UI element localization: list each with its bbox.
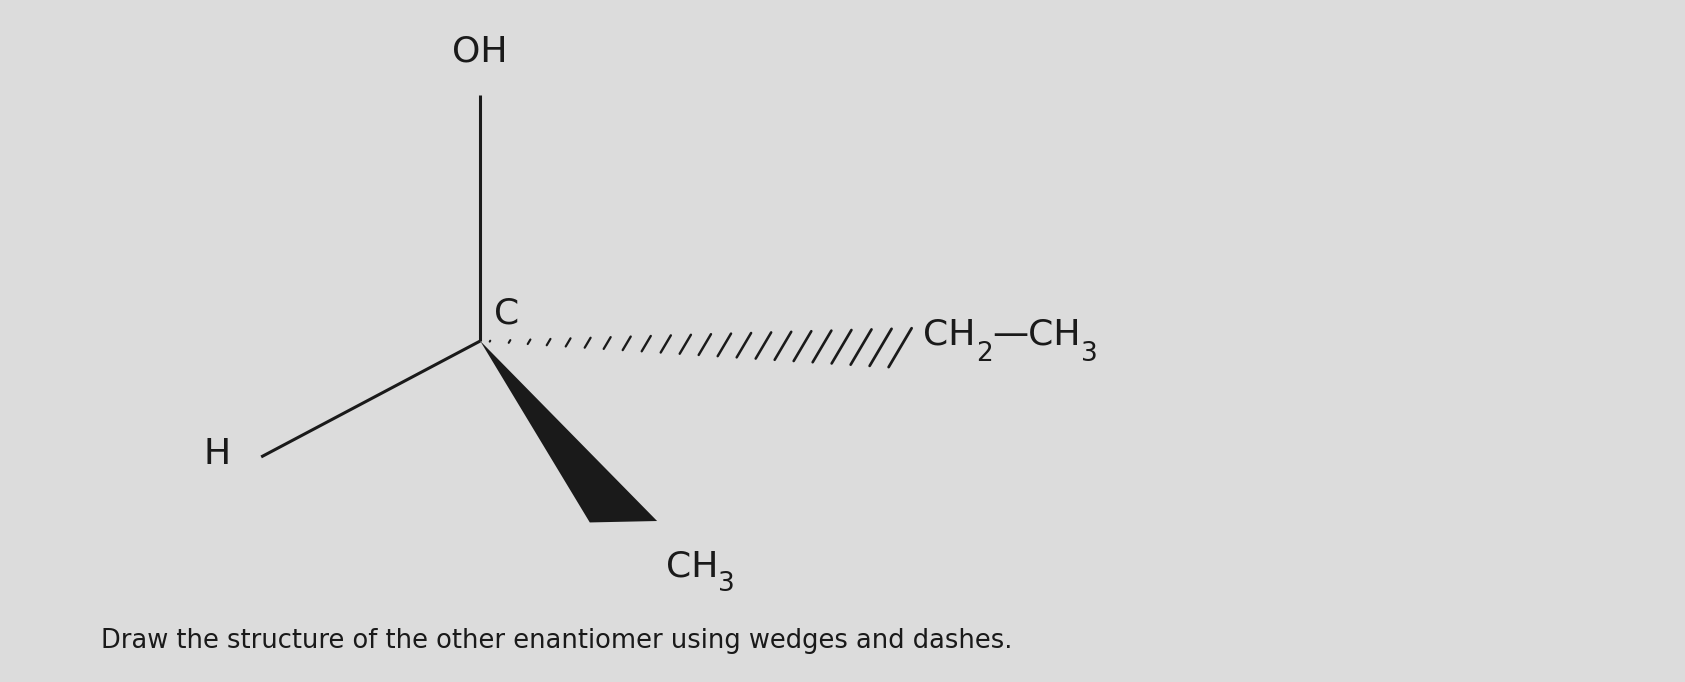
Text: 2: 2 [976, 342, 992, 368]
Text: 3: 3 [1082, 342, 1097, 368]
Text: CH: CH [666, 549, 718, 583]
Text: C: C [494, 297, 519, 331]
Text: CH: CH [923, 317, 976, 351]
Text: H: H [204, 436, 231, 471]
Text: Draw the structure of the other enantiomer using wedges and dashes.: Draw the structure of the other enantiom… [101, 628, 1013, 654]
Text: —CH: —CH [992, 317, 1082, 351]
Text: OH: OH [453, 34, 507, 68]
Polygon shape [480, 341, 657, 522]
Text: 3: 3 [718, 571, 735, 597]
